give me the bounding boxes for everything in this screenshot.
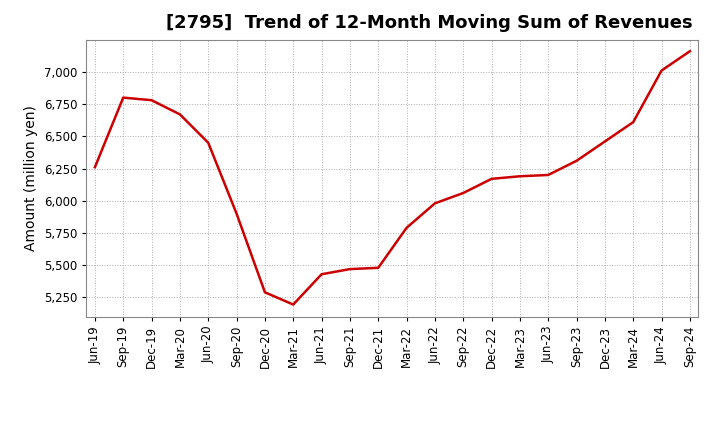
Y-axis label: Amount (million yen): Amount (million yen) [24,105,38,251]
Text: [2795]  Trend of 12-Month Moving Sum of Revenues: [2795] Trend of 12-Month Moving Sum of R… [166,15,693,33]
